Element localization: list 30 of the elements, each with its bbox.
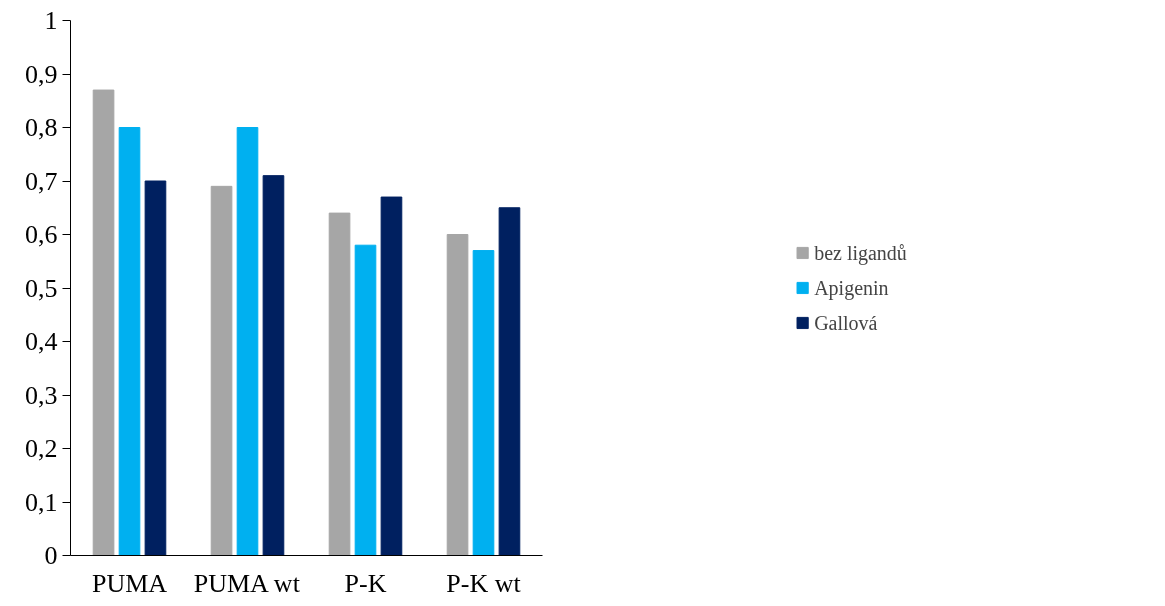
- y-tick-label: 0,2: [25, 434, 58, 463]
- bar: [328, 212, 351, 556]
- x-tick-label: PUMA wt: [193, 568, 301, 598]
- y-tick-label: 0,5: [25, 273, 58, 303]
- bar: [354, 244, 377, 556]
- y-tick-label: 0,3: [25, 380, 58, 410]
- bar: [210, 185, 233, 556]
- y-tick-label: 0,7: [25, 166, 58, 196]
- bar: [236, 127, 259, 556]
- x-tick-label: P-K wt: [446, 568, 522, 598]
- y-tick-label: 0: [44, 541, 58, 570]
- x-tick-label: PUMA: [91, 568, 168, 598]
- bar: [498, 207, 521, 556]
- legend-label: Gallová: [814, 311, 878, 334]
- x-tick-label: P-K: [344, 568, 387, 598]
- y-tick-label: 0,8: [25, 113, 58, 142]
- y-tick-label: 0,1: [25, 487, 58, 517]
- y-tick-label: 0,6: [25, 220, 58, 249]
- y-tick-label: 0,4: [25, 327, 58, 356]
- bar: [144, 180, 167, 556]
- bar: [262, 175, 285, 556]
- bar: [118, 127, 141, 556]
- bar: [472, 250, 495, 556]
- bar: [380, 196, 403, 556]
- legend-label: bez ligandů: [814, 241, 907, 264]
- y-tick-label: 1: [44, 6, 58, 35]
- bar: [446, 234, 469, 556]
- y-tick-label: 0,9: [25, 59, 58, 89]
- bar: [92, 89, 115, 556]
- legend-label: Apigenin: [814, 276, 889, 299]
